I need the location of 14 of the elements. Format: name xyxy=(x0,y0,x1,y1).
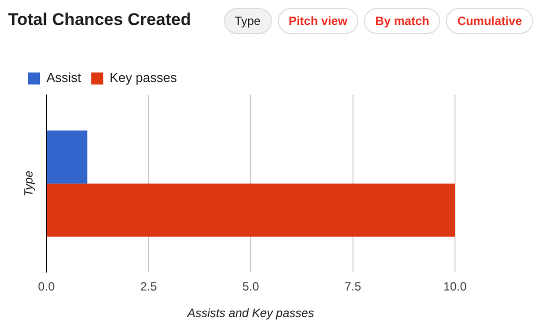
legend-label: Assist xyxy=(46,70,82,86)
x-axis-title: Assists and Key passes xyxy=(186,306,314,320)
x-tick-label: 5.0 xyxy=(242,280,260,294)
x-tick-label: 10.0 xyxy=(443,280,467,294)
x-tick-label: 7.5 xyxy=(344,280,362,294)
legend-label: Key passes xyxy=(110,70,178,86)
y-axis-title: Type xyxy=(22,170,36,196)
text: Cumulative xyxy=(446,8,533,34)
text: By match xyxy=(364,8,440,34)
x-tick-label: 0.0 xyxy=(38,280,56,294)
text: Pitch view xyxy=(278,8,358,34)
x-tick-label: 2.5 xyxy=(140,280,158,294)
text: Type xyxy=(224,8,272,34)
chart-title: Total Chances Created xyxy=(8,10,191,30)
